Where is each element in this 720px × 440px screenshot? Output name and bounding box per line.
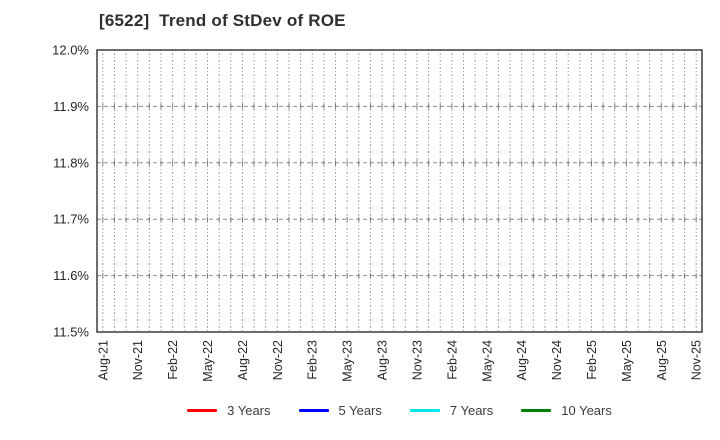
y-tick-label: 11.7%: [53, 212, 89, 227]
legend-color-line: [187, 409, 218, 412]
y-tick-label: 12.0%: [52, 43, 89, 58]
x-tick-label: Nov-24: [550, 340, 564, 380]
x-tick-label: Nov-22: [271, 340, 285, 380]
x-tick-label: Aug-24: [515, 340, 529, 380]
legend-item-3-years: 3 Years: [187, 403, 271, 418]
x-tick-label: May-25: [620, 340, 634, 382]
legend-label: 3 Years: [227, 403, 271, 418]
x-tick-label: Feb-22: [166, 340, 180, 380]
x-tick-label: Aug-25: [655, 340, 669, 380]
x-tick-label: Feb-24: [445, 340, 459, 380]
y-tick-label: 11.8%: [53, 155, 89, 170]
plot-border: [96, 49, 703, 333]
legend-color-line: [521, 409, 552, 412]
x-tick-label: Nov-21: [131, 340, 145, 380]
x-tick-label: Nov-25: [690, 340, 704, 380]
x-tick-label: May-22: [201, 340, 215, 382]
x-tick-label: Aug-22: [236, 340, 250, 380]
legend-item-5-years: 5 Years: [298, 403, 382, 418]
x-tick-label: Feb-23: [306, 340, 320, 380]
legend-item-10-years: 10 Years: [521, 403, 612, 418]
y-tick-label: 11.5%: [53, 325, 89, 340]
x-tick-label: Aug-21: [96, 340, 110, 380]
y-tick-label: 11.6%: [53, 268, 89, 283]
legend-color-line: [409, 409, 440, 412]
legend: 3 Years 5 Years 7 Years 10 Years: [97, 403, 702, 418]
legend-label: 7 Years: [449, 403, 494, 418]
legend-label: 5 Years: [338, 403, 382, 418]
x-tick-label: Nov-23: [410, 340, 424, 380]
x-tick-label: May-24: [480, 340, 494, 382]
legend-item-7-years: 7 Years: [409, 403, 494, 418]
legend-label: 10 Years: [561, 403, 612, 418]
legend-color-line: [298, 409, 329, 412]
y-tick-label: 11.9%: [53, 99, 89, 114]
chart-title: [6522] Trend of StDev of ROE: [99, 11, 346, 30]
x-tick-label: May-23: [341, 340, 355, 382]
x-tick-label: Aug-23: [376, 340, 390, 380]
x-tick-label: Feb-25: [585, 340, 599, 380]
